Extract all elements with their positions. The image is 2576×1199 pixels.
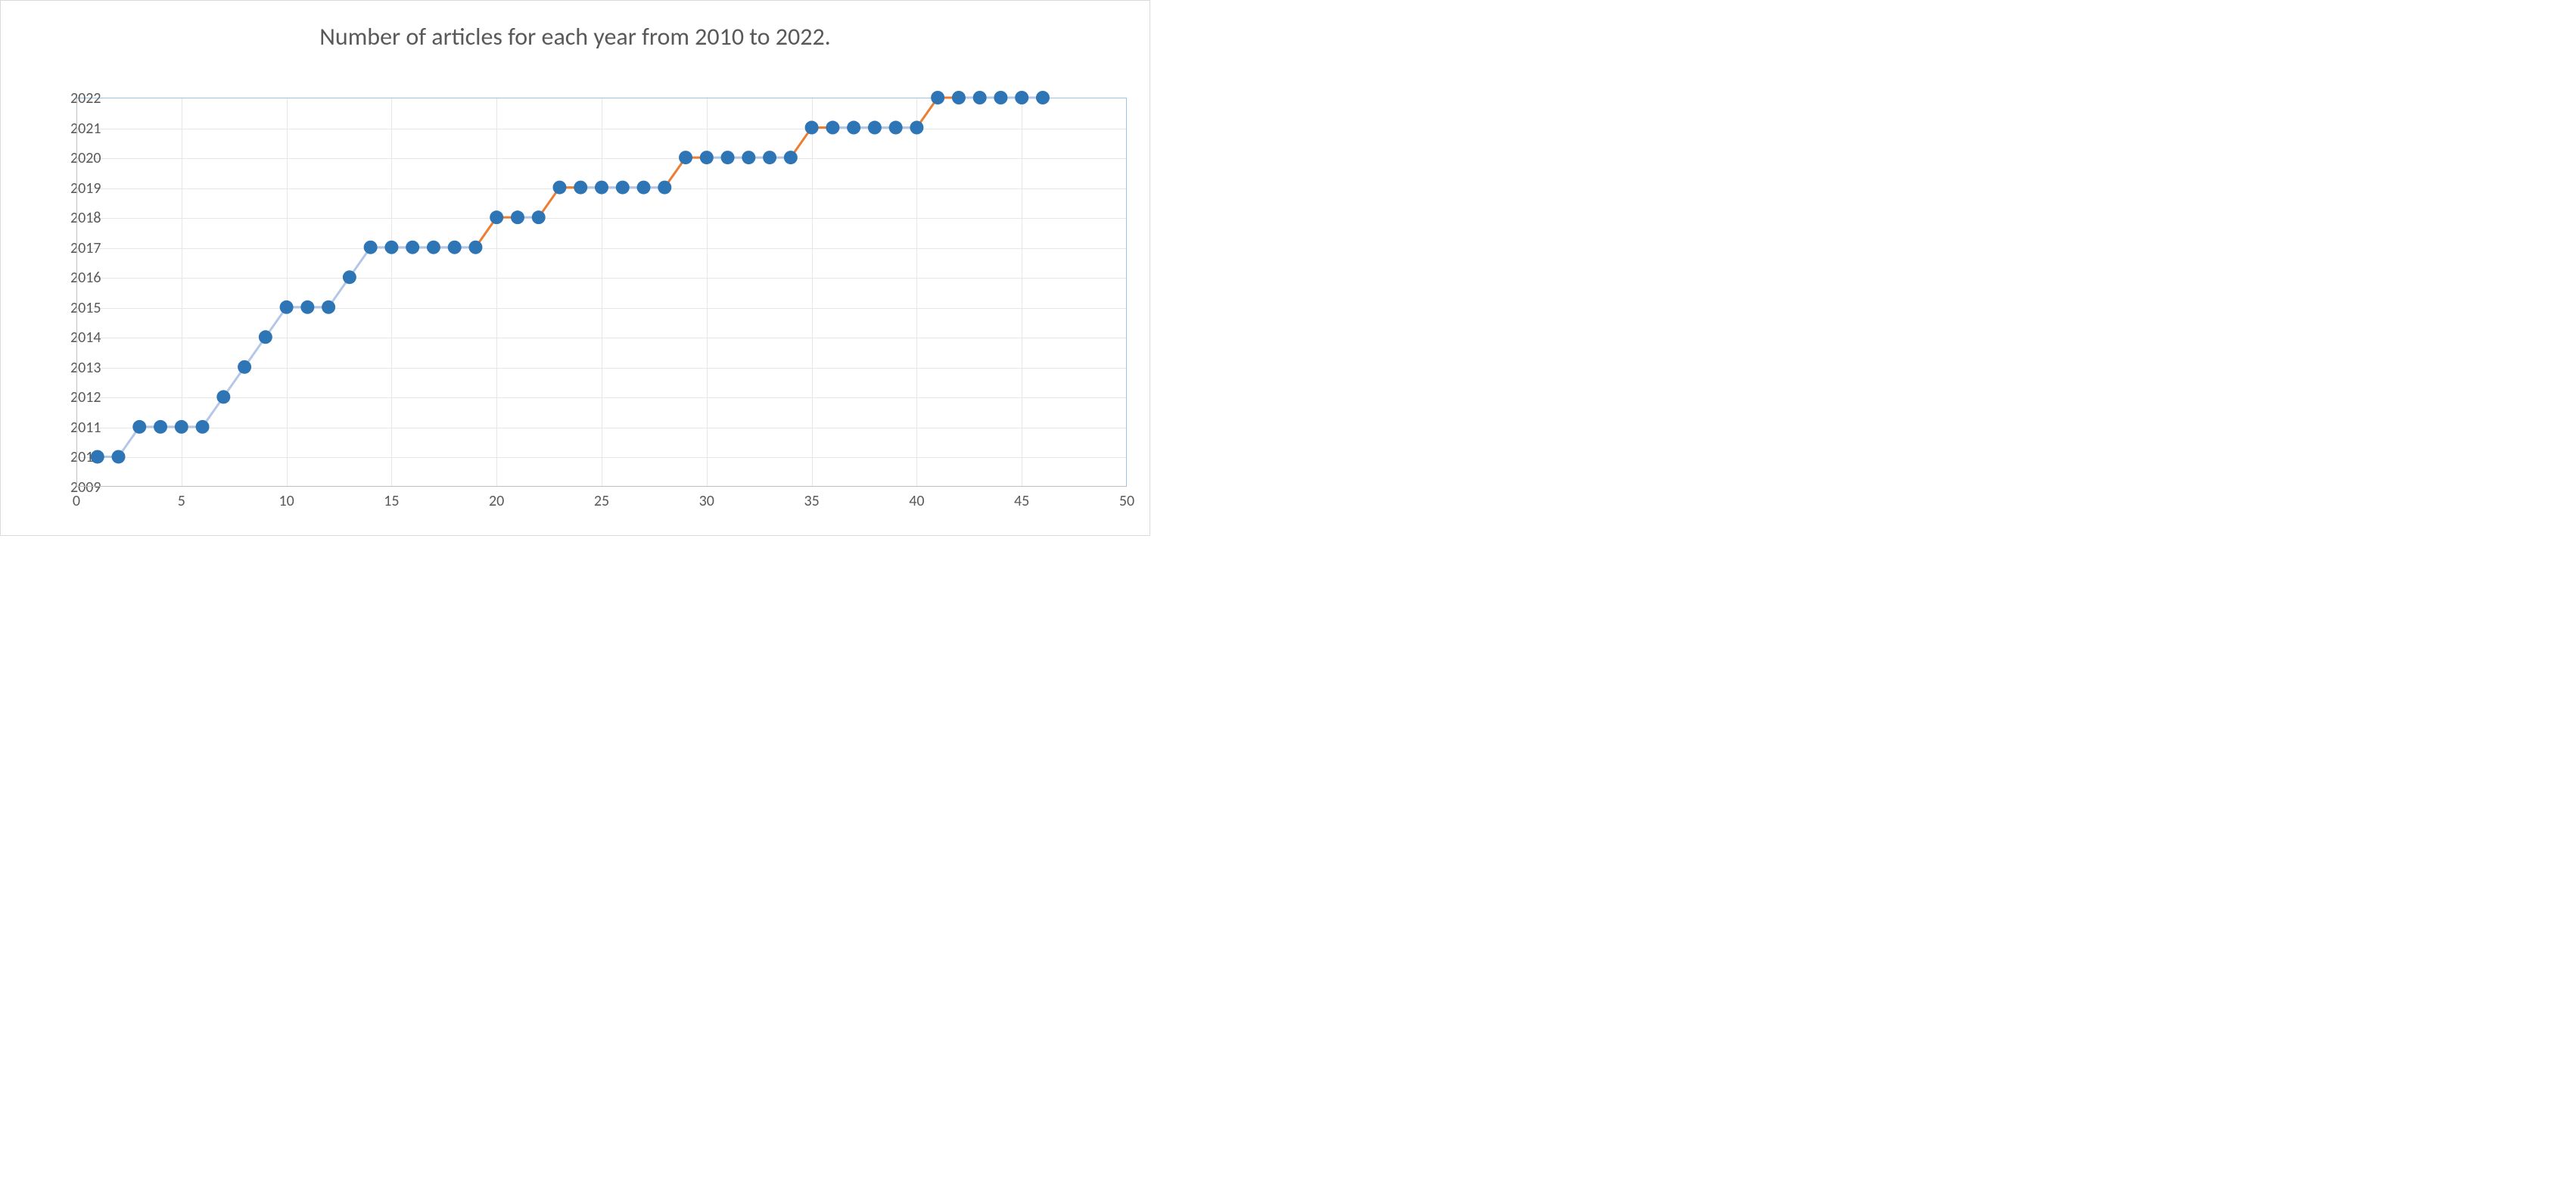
data-point-marker bbox=[868, 121, 882, 135]
data-point-marker bbox=[994, 91, 1007, 104]
data-point-marker bbox=[805, 121, 819, 135]
chart-container: Number of articles for each year from 20… bbox=[0, 0, 1150, 536]
x-tick-label: 30 bbox=[699, 492, 714, 510]
x-tick-label: 45 bbox=[1014, 492, 1029, 510]
x-tick-label: 10 bbox=[278, 492, 294, 510]
data-point-marker bbox=[280, 301, 294, 314]
series-line bbox=[76, 98, 1127, 487]
data-point-marker bbox=[384, 241, 398, 254]
data-point-marker bbox=[595, 181, 608, 195]
data-point-marker bbox=[448, 241, 462, 254]
data-point-marker bbox=[91, 450, 104, 463]
data-point-marker bbox=[721, 151, 735, 164]
data-point-marker bbox=[1036, 91, 1050, 104]
data-point-marker bbox=[406, 241, 419, 254]
data-point-marker bbox=[468, 241, 482, 254]
x-tick-label: 40 bbox=[909, 492, 924, 510]
data-point-marker bbox=[322, 301, 335, 314]
data-point-marker bbox=[196, 420, 210, 434]
data-point-marker bbox=[259, 330, 272, 344]
data-point-marker bbox=[216, 390, 230, 403]
data-point-marker bbox=[847, 121, 860, 135]
data-point-marker bbox=[910, 121, 923, 135]
data-point-marker bbox=[889, 121, 903, 135]
data-point-marker bbox=[952, 91, 966, 104]
data-point-marker bbox=[973, 91, 987, 104]
data-point-marker bbox=[343, 270, 356, 284]
x-tick-label: 15 bbox=[384, 492, 399, 510]
x-tick-label: 35 bbox=[804, 492, 819, 510]
data-point-marker bbox=[637, 181, 651, 195]
data-point-marker bbox=[175, 420, 188, 434]
x-tick-label: 50 bbox=[1119, 492, 1134, 510]
data-point-marker bbox=[427, 241, 440, 254]
data-point-marker bbox=[763, 151, 776, 164]
data-point-marker bbox=[552, 181, 566, 195]
data-point-marker bbox=[616, 181, 630, 195]
data-point-marker bbox=[784, 151, 798, 164]
data-point-marker bbox=[238, 360, 251, 374]
data-point-marker bbox=[300, 301, 314, 314]
data-point-marker bbox=[742, 151, 755, 164]
data-point-marker bbox=[511, 210, 524, 224]
x-tick-label: 5 bbox=[178, 492, 185, 510]
data-point-marker bbox=[490, 210, 503, 224]
data-point-marker bbox=[826, 121, 839, 135]
chart-title: Number of articles for each year from 20… bbox=[8, 22, 1142, 51]
data-point-marker bbox=[574, 181, 587, 195]
data-point-marker bbox=[931, 91, 944, 104]
x-tick-label: 20 bbox=[489, 492, 504, 510]
plot-area: 0510152025303540455020092010201120122013… bbox=[76, 98, 1127, 487]
data-point-marker bbox=[364, 241, 378, 254]
data-point-marker bbox=[154, 420, 167, 434]
data-point-marker bbox=[132, 420, 146, 434]
data-point-marker bbox=[679, 151, 692, 164]
data-point-marker bbox=[700, 151, 714, 164]
data-point-marker bbox=[1015, 91, 1028, 104]
data-point-marker bbox=[658, 181, 671, 195]
x-tick-label: 25 bbox=[594, 492, 609, 510]
data-point-marker bbox=[112, 450, 126, 463]
data-point-marker bbox=[532, 210, 546, 224]
